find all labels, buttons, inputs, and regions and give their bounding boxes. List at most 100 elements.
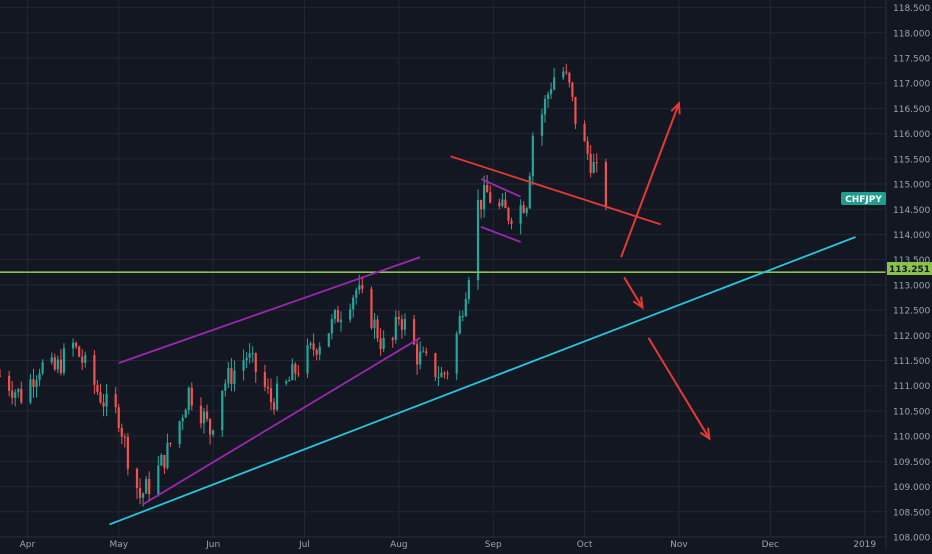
- candle-body: [358, 285, 361, 291]
- candlestick-series[interactable]: [0, 63, 607, 507]
- candle-body: [245, 357, 248, 361]
- candle-body: [419, 351, 422, 365]
- candle-body: [519, 205, 522, 224]
- candle-body: [486, 185, 489, 193]
- price-tick-label: 114.500: [893, 206, 930, 216]
- candle-body: [135, 468, 139, 489]
- candle-body: [11, 390, 14, 398]
- candle-body: [205, 411, 209, 419]
- candle-body: [458, 316, 461, 334]
- candle-body: [208, 418, 212, 435]
- candle-body: [17, 388, 20, 393]
- time-tick-label: Sep: [485, 540, 502, 550]
- candle-body: [592, 162, 595, 173]
- price-tick-label: 118.500: [893, 4, 930, 14]
- time-axis[interactable]: Apr May Jun Jul Aug Sep Oct Nov Dec 2019: [20, 540, 877, 550]
- price-tick-label: 112.500: [893, 307, 930, 317]
- candle-body: [123, 436, 126, 438]
- candle-body: [574, 96, 577, 124]
- rising-channel-upper[interactable]: [118, 256, 421, 364]
- candle-body: [254, 353, 257, 373]
- time-tick-label: Oct: [577, 540, 593, 550]
- candle-body: [586, 141, 589, 154]
- time-tick-label: Aug: [390, 540, 408, 550]
- candle-body: [434, 353, 437, 378]
- candle-body: [382, 338, 385, 349]
- candle-body: [589, 153, 592, 173]
- candle-body: [425, 351, 428, 354]
- candle-body: [501, 199, 504, 206]
- resistance-breakout-line[interactable]: [450, 155, 661, 226]
- candle-body: [403, 319, 407, 330]
- candle-body: [397, 316, 400, 320]
- candle-body: [476, 199, 480, 281]
- candle-body: [71, 342, 75, 349]
- candle-body: [562, 71, 565, 78]
- arrow-head: [670, 101, 681, 115]
- candle-body: [546, 94, 550, 100]
- candle-body: [455, 333, 458, 374]
- candle-body: [464, 299, 467, 316]
- candle-body: [315, 350, 318, 355]
- candle-body: [41, 362, 44, 374]
- candle-body: [221, 390, 224, 431]
- candle-body: [568, 72, 571, 83]
- time-tick-label: Nov: [670, 540, 688, 550]
- time-tick-label: Apr: [20, 540, 36, 550]
- candle-body: [120, 427, 123, 437]
- price-axis[interactable]: 108.000 108.500 109.000 109.500 110.000 110.5…: [893, 4, 930, 543]
- support-trendline[interactable]: [109, 236, 856, 526]
- current-price-badge-bg: [887, 262, 932, 275]
- arrow-shaft: [623, 276, 644, 309]
- candle-body: [376, 319, 379, 339]
- candle-body: [78, 346, 81, 357]
- price-tick-label: 109.000: [893, 483, 930, 493]
- drawings[interactable]: [0, 101, 886, 526]
- candle-body: [169, 442, 172, 444]
- flag-lower[interactable]: [480, 226, 521, 243]
- candle-body: [443, 372, 446, 374]
- grid-lines: [0, 0, 886, 538]
- candle-body: [59, 359, 62, 373]
- candle-body: [242, 360, 245, 371]
- candle-body: [187, 387, 190, 411]
- candle-body: [62, 348, 66, 373]
- candle-body: [391, 338, 394, 340]
- candle-body: [102, 402, 105, 407]
- symbol-badge-bg: [841, 192, 886, 205]
- price-tick-label: 111.500: [893, 357, 930, 367]
- rising-channel-lower[interactable]: [142, 337, 421, 505]
- candle-body: [269, 388, 273, 403]
- candle-body: [318, 346, 321, 355]
- candle-body: [604, 162, 607, 207]
- candle-body: [400, 319, 403, 330]
- candle-body: [32, 379, 35, 387]
- candle-body: [35, 380, 38, 387]
- candle-body: [233, 370, 236, 384]
- flag-upper[interactable]: [480, 178, 522, 198]
- candle-body: [525, 208, 528, 213]
- candle-body: [510, 220, 513, 224]
- candle-body: [549, 89, 553, 95]
- symbol-badge: CHFJPY: [841, 192, 886, 205]
- price-tick-label: 118.000: [893, 29, 930, 39]
- candle-body: [224, 383, 227, 391]
- candle-body: [230, 367, 233, 384]
- current-price-label: 113.251: [889, 265, 930, 275]
- candle-body: [263, 372, 266, 387]
- candle-body: [56, 359, 59, 370]
- candle-body: [285, 381, 288, 384]
- current-price-badge: 113.251: [887, 262, 932, 275]
- bullish-arrow[interactable]: [620, 101, 681, 258]
- bearish-arrow-short[interactable]: [623, 276, 644, 310]
- candle-body: [199, 405, 203, 424]
- candle-body: [14, 392, 17, 398]
- candle-body: [163, 455, 166, 468]
- symbol-label: CHFJPY: [845, 195, 882, 205]
- price-tick-label: 108.500: [893, 508, 930, 518]
- bearish-arrow-long[interactable]: [647, 337, 711, 441]
- candle-body: [38, 373, 41, 381]
- arrow-shaft: [620, 103, 680, 258]
